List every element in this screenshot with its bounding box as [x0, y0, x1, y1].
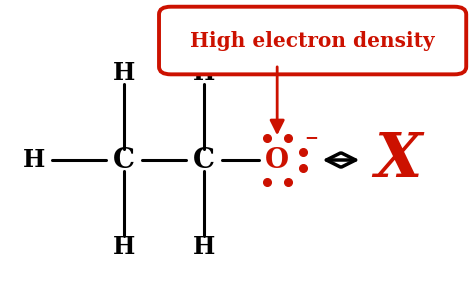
Text: H: H — [23, 148, 45, 172]
Text: −: − — [304, 128, 318, 146]
Text: C: C — [193, 146, 215, 174]
Text: H: H — [193, 61, 215, 85]
Text: H: H — [193, 235, 215, 259]
Text: H: H — [112, 61, 135, 85]
Text: O: O — [265, 146, 289, 174]
Text: X: X — [374, 130, 421, 190]
Text: C: C — [112, 146, 135, 174]
Text: H: H — [112, 235, 135, 259]
FancyArrowPatch shape — [327, 153, 356, 167]
Text: High electron density: High electron density — [191, 31, 435, 50]
FancyBboxPatch shape — [159, 7, 466, 74]
